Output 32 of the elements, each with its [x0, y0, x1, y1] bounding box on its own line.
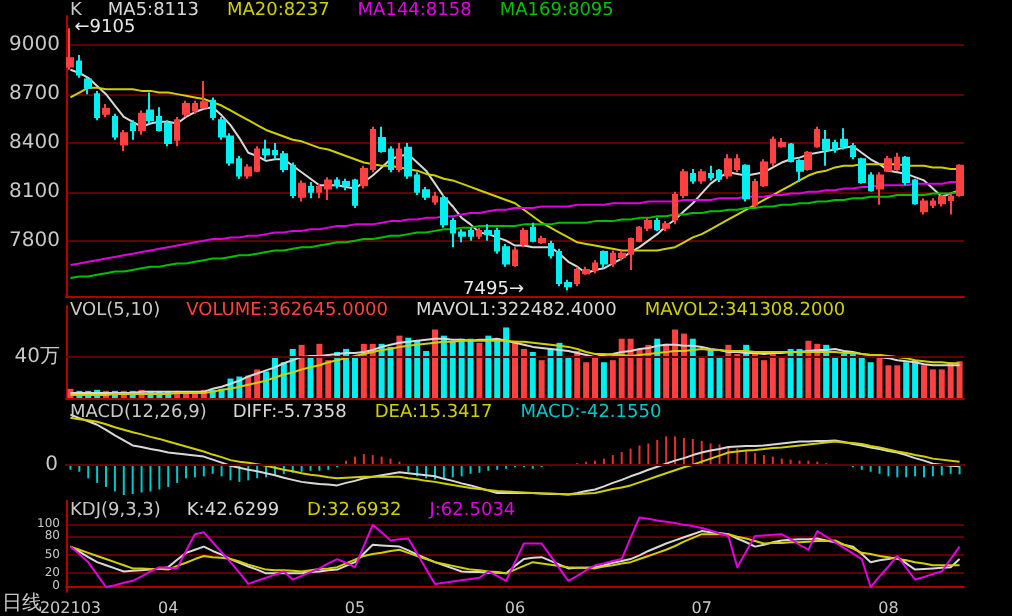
x-tick-label: 05 [344, 599, 366, 616]
x-tick-label: 08 [878, 599, 899, 616]
chart-title: K [70, 1, 84, 21]
text: MA169:8095 [499, 1, 614, 21]
x-tick-label: 202103 [39, 599, 101, 616]
series-label: D:32.6932 [307, 501, 402, 521]
series-label: VOLUME:362645.0000 [186, 301, 389, 321]
text: MA5:8113 [107, 1, 199, 21]
chart-title: KDJ(9,3,3) [70, 501, 161, 521]
text: MA20:8237 [226, 1, 330, 21]
y-tick-label: 9000 [9, 34, 60, 57]
x-axis-title: 日线 [2, 591, 42, 615]
y-tick-label: 40万 [14, 346, 60, 369]
y-tick-label: 8700 [9, 83, 60, 106]
chart-title: MACD(12,26,9) [70, 403, 207, 423]
y-tick-label: 7800 [9, 229, 60, 252]
series-label: K:42.6299 [186, 501, 280, 521]
series-label: MACD:-42.1550 [520, 403, 662, 423]
x-tick-label: 04 [158, 599, 179, 616]
annotation: 7495→ [463, 280, 525, 300]
annotation: ←9105 [74, 18, 136, 39]
x-tick-label: 06 [504, 599, 526, 616]
series-label: J:62.5034 [427, 501, 516, 521]
y-tick-label: 8400 [9, 131, 60, 154]
x-tick-label: 07 [691, 599, 712, 616]
series-label: MAVOL2:341308.2000 [644, 301, 846, 321]
chart-title: VOL(5,10) [70, 301, 161, 321]
series-label: MAVOL1:322482.4000 [416, 301, 618, 321]
text: DEA:15.3417 [374, 403, 493, 423]
y-tick-label: 8100 [9, 180, 60, 203]
text: DIFF:-5.7358 [232, 403, 348, 423]
text: MA144:8158 [357, 1, 473, 21]
